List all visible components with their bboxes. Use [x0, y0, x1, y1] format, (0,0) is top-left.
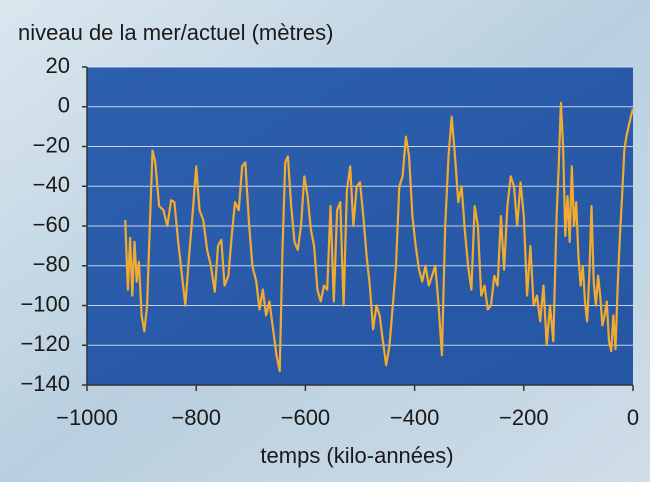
- x-tick-label: −1000: [56, 405, 118, 430]
- y-tick-label: −120: [20, 331, 70, 356]
- x-tick-label: −400: [390, 405, 440, 430]
- y-tick-label: −60: [33, 212, 70, 237]
- x-tick-label: −200: [499, 405, 549, 430]
- y-tick-label: −140: [20, 371, 70, 396]
- x-tick-label: −600: [281, 405, 331, 430]
- y-tick-label: −100: [20, 291, 70, 316]
- y-tick-label: 0: [58, 93, 70, 118]
- x-axis-label: temps (kilo-années): [260, 443, 453, 468]
- x-tick-label: −800: [171, 405, 221, 430]
- sea-level-line: [124, 101, 635, 373]
- x-tick-label: 0: [627, 405, 639, 430]
- y-tick-label: −80: [33, 252, 70, 277]
- y-tick-label: 20: [46, 53, 70, 78]
- y-tick-label: −20: [33, 132, 70, 157]
- y-tick-label: −40: [33, 172, 70, 197]
- chart-title: niveau de la mer/actuel (mètres): [18, 20, 333, 45]
